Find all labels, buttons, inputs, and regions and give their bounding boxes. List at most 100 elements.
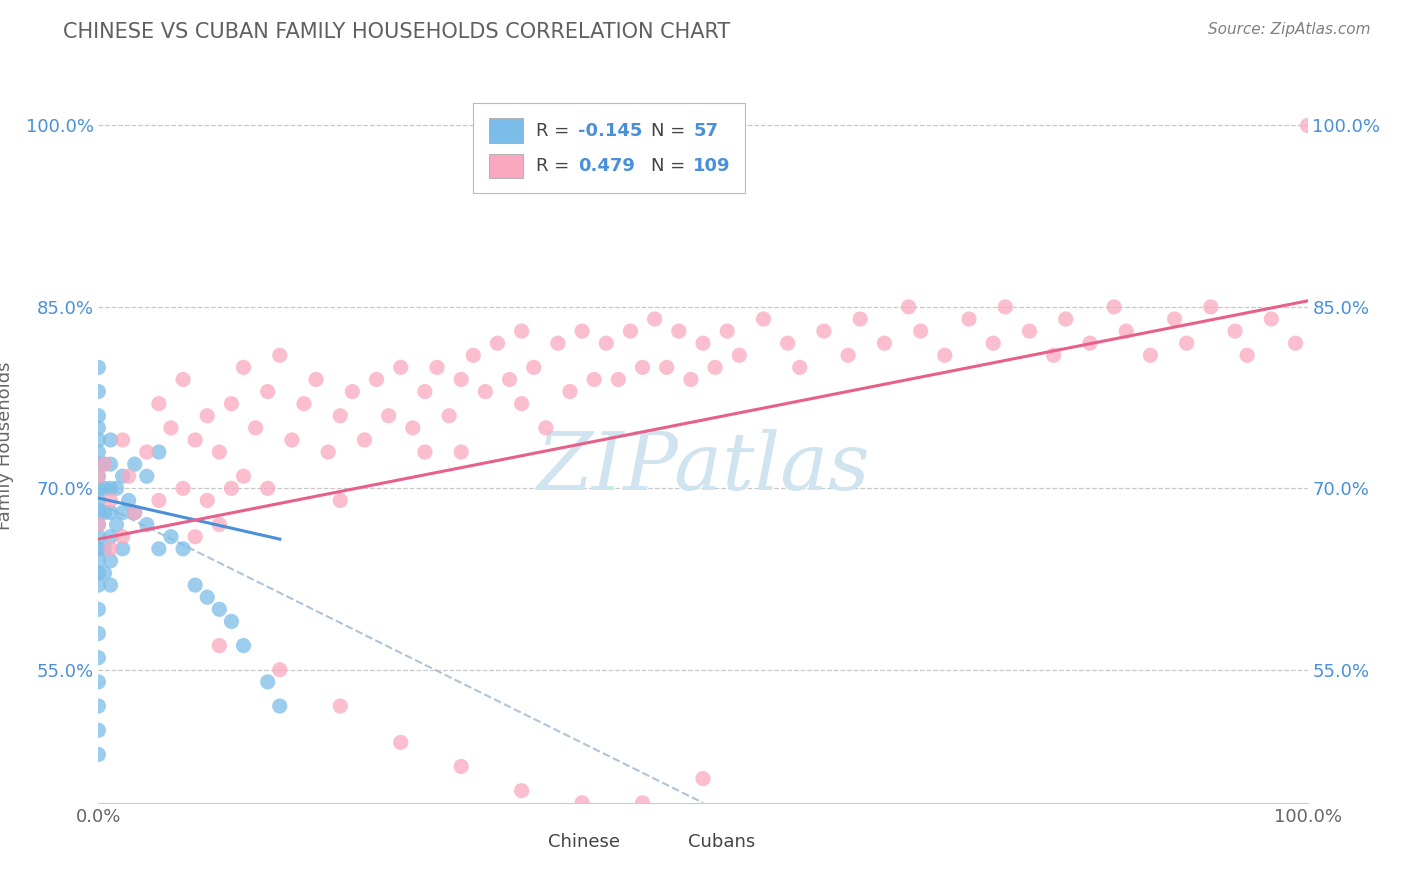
- Point: [184, 578, 207, 592]
- Point: [87, 674, 110, 689]
- Point: [571, 324, 593, 338]
- Point: [776, 336, 799, 351]
- Point: [1102, 300, 1125, 314]
- Point: [413, 445, 436, 459]
- Point: [135, 517, 157, 532]
- Point: [195, 590, 218, 604]
- Point: [377, 409, 399, 423]
- Point: [245, 421, 267, 435]
- Point: [342, 384, 364, 399]
- Text: Cubans: Cubans: [689, 833, 756, 851]
- Point: [619, 324, 641, 338]
- Point: [1223, 324, 1246, 338]
- Text: Source: ZipAtlas.com: Source: ZipAtlas.com: [1208, 22, 1371, 37]
- Point: [463, 348, 485, 362]
- Point: [135, 445, 157, 459]
- Point: [87, 457, 110, 471]
- Point: [124, 506, 146, 520]
- Point: [413, 384, 436, 399]
- Text: R =: R =: [536, 157, 575, 175]
- Point: [644, 312, 666, 326]
- Point: [208, 445, 231, 459]
- Point: [1260, 312, 1282, 326]
- FancyBboxPatch shape: [474, 103, 745, 193]
- Point: [1018, 324, 1040, 338]
- Point: [93, 541, 115, 556]
- Point: [353, 433, 375, 447]
- Text: N =: N =: [651, 121, 690, 139]
- Point: [910, 324, 932, 338]
- Point: [118, 469, 141, 483]
- Point: [1296, 119, 1319, 133]
- Point: [1236, 348, 1258, 362]
- Point: [547, 336, 569, 351]
- Point: [172, 541, 194, 556]
- Point: [87, 566, 110, 580]
- Point: [111, 530, 134, 544]
- Point: [316, 445, 339, 459]
- Point: [256, 481, 278, 495]
- Point: [523, 360, 546, 375]
- Point: [752, 312, 775, 326]
- Point: [498, 372, 520, 386]
- Point: [305, 372, 328, 386]
- Point: [124, 457, 146, 471]
- Point: [87, 421, 110, 435]
- Point: [87, 517, 110, 532]
- Text: R =: R =: [536, 121, 575, 139]
- Point: [1139, 348, 1161, 362]
- Point: [160, 530, 183, 544]
- Point: [994, 300, 1017, 314]
- Point: [631, 796, 654, 810]
- Point: [849, 312, 872, 326]
- Point: [87, 530, 110, 544]
- Point: [534, 421, 557, 435]
- Point: [100, 554, 122, 568]
- Point: [679, 372, 702, 386]
- Point: [281, 433, 304, 447]
- Point: [124, 506, 146, 520]
- Point: [148, 541, 170, 556]
- Text: 109: 109: [693, 157, 731, 175]
- Point: [486, 336, 509, 351]
- Point: [100, 578, 122, 592]
- Point: [87, 469, 110, 483]
- Point: [1175, 336, 1198, 351]
- Point: [232, 639, 254, 653]
- Point: [87, 481, 110, 495]
- Bar: [489, 119, 523, 143]
- Point: [232, 469, 254, 483]
- Point: [172, 481, 194, 495]
- Point: [329, 699, 352, 714]
- Point: [510, 324, 533, 338]
- Point: [292, 397, 315, 411]
- Point: [813, 324, 835, 338]
- Point: [93, 506, 115, 520]
- Point: [100, 493, 122, 508]
- Point: [148, 445, 170, 459]
- Point: [87, 602, 110, 616]
- Point: [692, 336, 714, 351]
- Text: ZIPatlas: ZIPatlas: [536, 429, 870, 506]
- Point: [93, 457, 115, 471]
- Point: [256, 384, 278, 399]
- Point: [87, 554, 110, 568]
- Point: [87, 506, 110, 520]
- Point: [1199, 300, 1222, 314]
- Point: [1115, 324, 1137, 338]
- Point: [172, 372, 194, 386]
- Point: [873, 336, 896, 351]
- Point: [87, 578, 110, 592]
- Text: CHINESE VS CUBAN FAMILY HOUSEHOLDS CORRELATION CHART: CHINESE VS CUBAN FAMILY HOUSEHOLDS CORRE…: [63, 22, 731, 42]
- Point: [100, 541, 122, 556]
- Bar: [489, 154, 523, 178]
- Point: [221, 481, 243, 495]
- Point: [269, 663, 291, 677]
- Point: [704, 360, 727, 375]
- Point: [402, 421, 425, 435]
- Y-axis label: Family Households: Family Households: [0, 362, 14, 530]
- Point: [111, 541, 134, 556]
- Point: [118, 493, 141, 508]
- Point: [93, 566, 115, 580]
- Point: [208, 517, 231, 532]
